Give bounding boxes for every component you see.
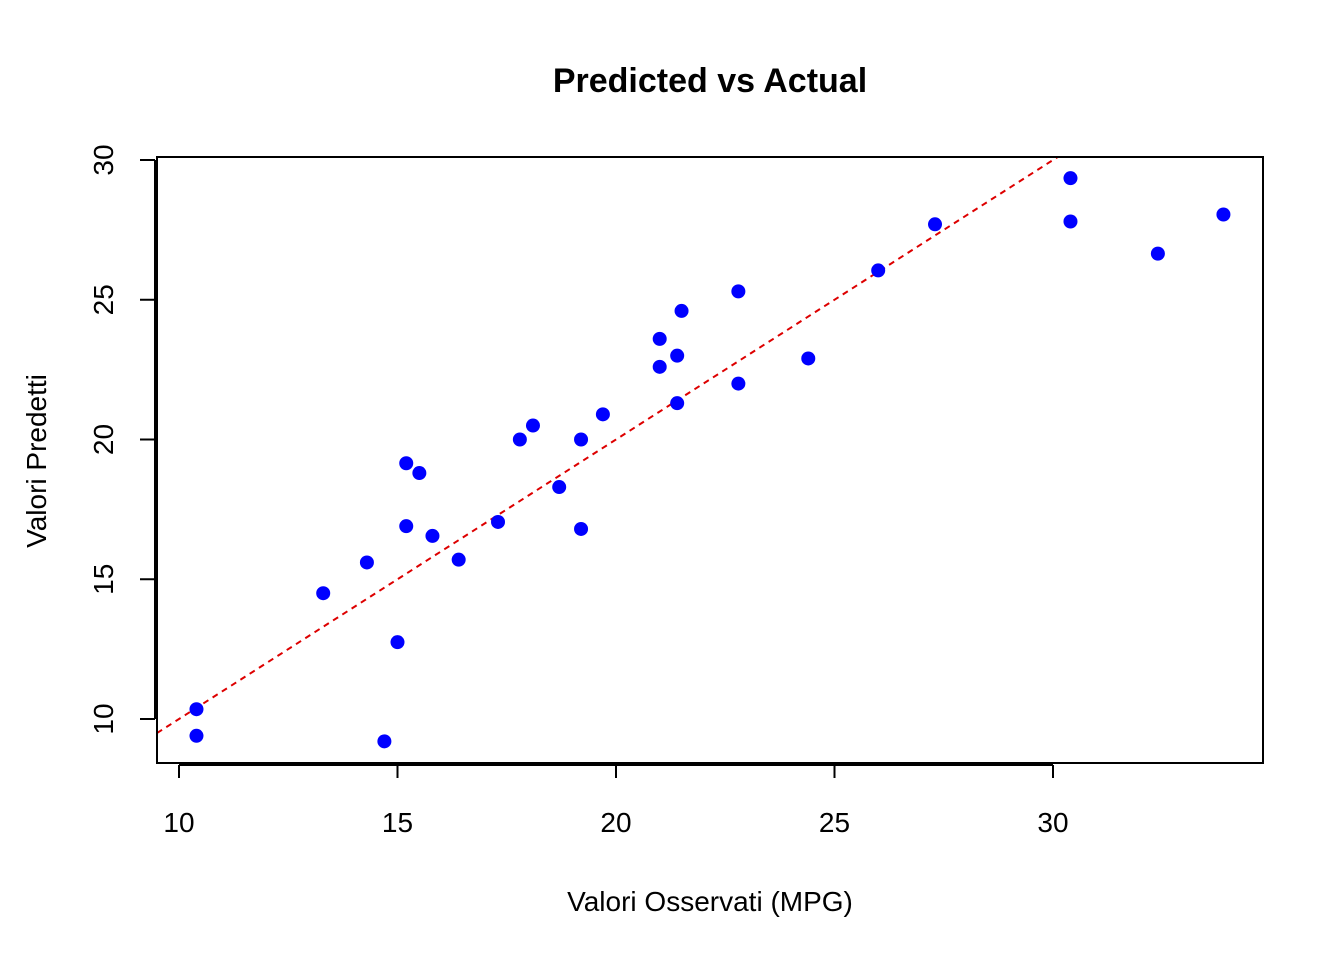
x-tick-label: 15 [382,807,413,838]
reference-line [156,156,1059,734]
x-axis: 10 15 20 25 30 [163,764,1069,838]
x-tick-label: 10 [163,807,194,838]
data-point [1063,214,1078,229]
data-point [189,728,204,743]
data-point [552,480,567,495]
x-tick-label: 30 [1037,807,1068,838]
data-point [399,456,414,471]
x-axis-label: Valori Osservati (MPG) [567,886,853,917]
data-point [491,514,506,529]
data-point [871,263,886,278]
data-point [425,528,440,543]
y-tick-label: 30 [88,144,119,175]
y-axis: 10 15 20 25 30 [88,144,156,735]
data-point [399,519,414,534]
data-point [928,217,943,232]
y-tick-label: 25 [88,284,119,315]
data-point [451,552,466,567]
x-tick-label: 25 [819,807,850,838]
y-axis-label: Valori Predetti [21,374,52,548]
data-point [1150,246,1165,261]
data-point [377,734,392,749]
data-point [1063,171,1078,186]
data-point [390,635,405,650]
data-point [412,466,427,481]
x-tick-label: 20 [600,807,631,838]
data-point [652,359,667,374]
data-point [525,418,540,433]
data-point [674,303,689,318]
reference-line-group [156,156,1059,734]
data-point [801,351,816,366]
data-point [512,432,527,447]
data-point [189,702,204,717]
data-point [359,555,374,570]
y-tick-label: 20 [88,424,119,455]
data-point [1216,207,1231,222]
chart-title: Predicted vs Actual [553,62,867,100]
data-point [652,331,667,346]
data-point [731,284,746,299]
data-point [670,396,685,411]
data-point [316,586,331,601]
data-point [595,407,610,422]
y-tick-label: 10 [88,703,119,734]
data-point [574,521,589,536]
data-point [574,432,589,447]
plot-frame [156,156,1264,764]
data-point [670,348,685,363]
data-point [731,376,746,391]
y-tick-label: 15 [88,564,119,595]
data-points [189,171,1231,749]
